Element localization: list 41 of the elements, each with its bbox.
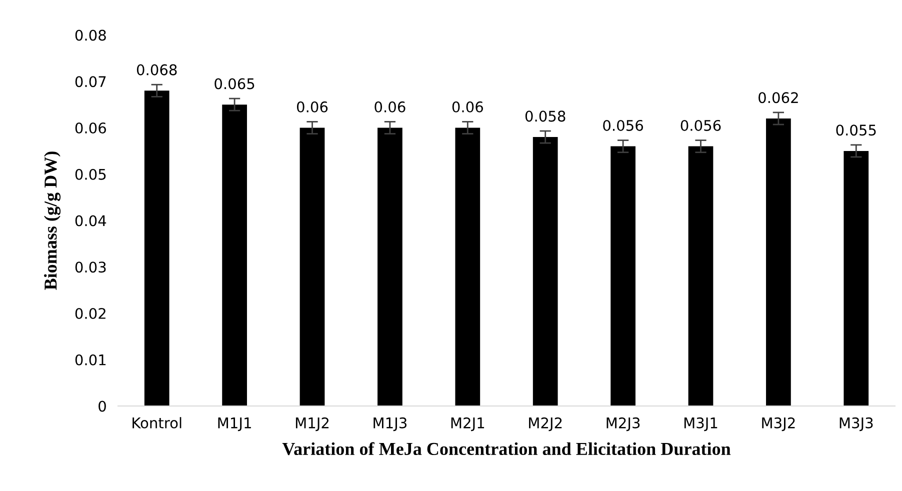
x-tick-label: M2J1 — [451, 417, 484, 432]
bar — [844, 150, 869, 406]
y-tick-label: 0 — [98, 400, 106, 412]
x-tick-label: M1J3 — [374, 417, 406, 432]
data-label: 0.056 — [603, 120, 644, 131]
bar — [688, 146, 714, 406]
bar — [610, 146, 636, 406]
y-tick-label: 0.02 — [75, 308, 106, 319]
data-label: 0.06 — [374, 101, 406, 112]
data-label: 0.065 — [214, 78, 254, 90]
x-tick-label: M1J1 — [218, 418, 251, 432]
bar — [532, 137, 558, 406]
y-tick-label: 0.03 — [75, 262, 106, 273]
y-tick-label: 0.04 — [75, 215, 106, 226]
data-label: 0.062 — [758, 92, 798, 104]
y-tick-label: 0.08 — [75, 30, 106, 41]
x-tick-label: M3J2 — [762, 417, 795, 432]
data-label: 0.058 — [525, 110, 566, 122]
data-label: 0.068 — [136, 64, 177, 76]
x-tick-label: M3J1 — [684, 417, 718, 432]
y-tick-label: 0.01 — [75, 354, 106, 366]
x-tick-label: M2J3 — [606, 417, 640, 432]
x-axis-title: Variation of MeJa Concentration and Elicitation Duration — [282, 442, 731, 456]
x-tick-label: M3J3 — [840, 417, 873, 432]
y-axis-title: Biomass (g/g DW) — [44, 152, 61, 290]
y-tick-label: 0.05 — [75, 168, 106, 180]
y-tick-label: 0.07 — [75, 76, 106, 88]
bar — [766, 118, 791, 406]
bar — [378, 128, 402, 406]
bar — [144, 90, 170, 406]
bar — [300, 128, 325, 406]
data-label: 0.06 — [452, 101, 483, 112]
data-label: 0.056 — [680, 120, 721, 131]
bar — [222, 104, 247, 406]
x-tick-label: M2J2 — [529, 417, 562, 432]
data-label: 0.055 — [836, 124, 876, 136]
x-tick-label: Kontrol — [132, 417, 182, 428]
bar — [455, 128, 480, 406]
x-tick-label: M1J2 — [296, 417, 329, 432]
data-label: 0.06 — [296, 101, 328, 112]
y-tick-label: 0.06 — [75, 122, 106, 134]
